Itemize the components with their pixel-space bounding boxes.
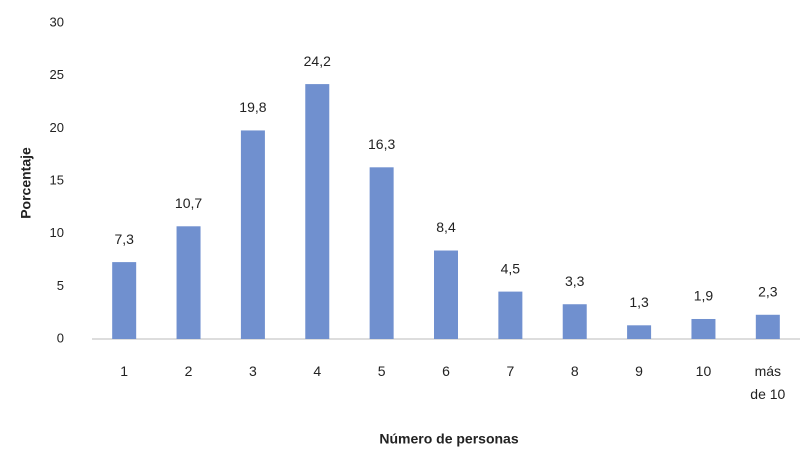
value-label: 8,4 <box>436 219 456 235</box>
value-label: 16,3 <box>368 136 395 152</box>
value-label: 4,5 <box>501 260 521 276</box>
x-tick-label: 6 <box>442 363 450 379</box>
bar <box>755 314 780 339</box>
bar <box>434 250 458 339</box>
x-tick-label: 9 <box>635 363 643 379</box>
y-tick-label: 15 <box>50 172 64 187</box>
y-tick-label: 30 <box>50 14 64 29</box>
value-label: 7,3 <box>114 231 134 247</box>
y-tick-label: 25 <box>50 67 64 82</box>
value-label: 1,9 <box>694 288 714 304</box>
y-tick-label: 5 <box>57 278 64 293</box>
bar <box>627 325 652 339</box>
value-label: 2,3 <box>758 283 778 299</box>
value-label: 1,3 <box>629 294 649 310</box>
bar <box>176 226 201 339</box>
bar <box>240 130 265 339</box>
x-tick-label: 2 <box>184 363 193 379</box>
value-label: 10,7 <box>175 195 202 211</box>
x-tick-label: 3 <box>249 363 257 379</box>
x-tick-label: más de 10 <box>750 363 786 402</box>
value-label: 3,3 <box>565 273 585 289</box>
bar <box>562 304 587 339</box>
x-tick-label: 5 <box>377 363 386 379</box>
y-tick-label: 20 <box>50 120 64 135</box>
y-tick-label: 0 <box>57 330 64 345</box>
value-label: 19,8 <box>239 99 266 115</box>
y-axis-title: Porcentaje <box>18 147 34 219</box>
bar <box>498 291 523 339</box>
bar <box>691 318 716 339</box>
x-tick-label: 7 <box>506 363 515 379</box>
bar <box>305 84 330 340</box>
x-tick-label: 4 <box>313 363 322 379</box>
bar <box>369 167 394 339</box>
x-tick-label: 1 <box>120 363 129 379</box>
y-tick-label: 10 <box>50 225 64 240</box>
x-axis-title: Número de personas <box>379 431 518 447</box>
value-label: 24,2 <box>304 53 331 69</box>
bar <box>112 262 137 339</box>
x-tick-label: 10 <box>695 363 712 379</box>
x-tick-label: 8 <box>570 363 579 379</box>
